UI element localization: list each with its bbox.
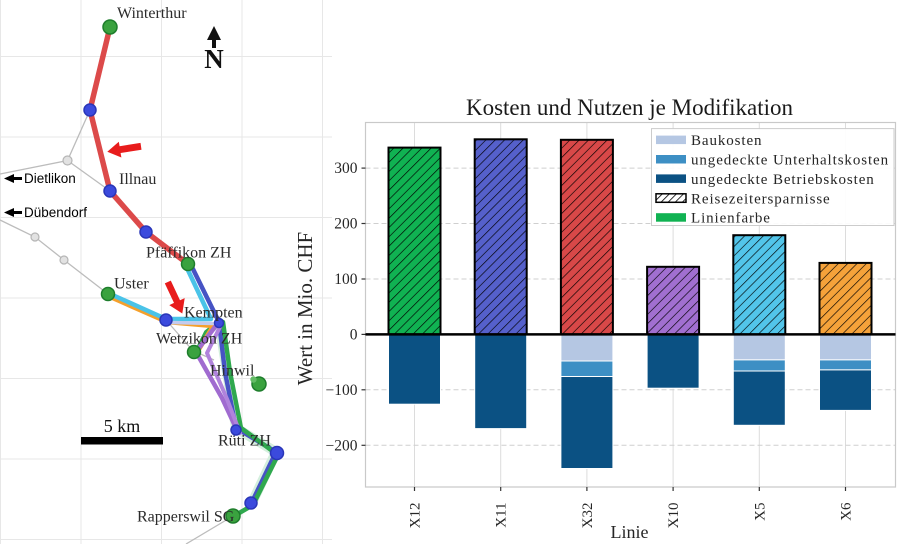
svg-text:Hinwil: Hinwil <box>210 363 255 380</box>
svg-text:X12: X12 <box>408 503 424 529</box>
svg-text:Uster: Uster <box>114 276 149 293</box>
svg-text:X5: X5 <box>752 503 768 521</box>
svg-text:Winterthur: Winterthur <box>117 5 187 22</box>
svg-text:5 km: 5 km <box>104 416 141 436</box>
svg-text:Dübendorf: Dübendorf <box>24 205 87 220</box>
svg-text:100: 100 <box>334 271 358 288</box>
svg-text:300: 300 <box>334 160 358 177</box>
svg-text:Illnau: Illnau <box>119 171 156 188</box>
svg-text:X10: X10 <box>666 503 682 529</box>
svg-text:Pfäffikon ZH: Pfäffikon ZH <box>146 245 232 262</box>
svg-text:Dietlikon: Dietlikon <box>24 171 76 186</box>
svg-text:−100: −100 <box>326 382 358 399</box>
svg-text:Rüti ZH: Rüti ZH <box>218 433 271 450</box>
svg-text:Linie: Linie <box>611 522 649 542</box>
svg-text:X6: X6 <box>839 502 855 521</box>
svg-text:ungedeckte Betriebskosten: ungedeckte Betriebskosten <box>691 172 875 188</box>
svg-text:Rapperswil SG: Rapperswil SG <box>137 509 235 526</box>
svg-text:Linienfarbe: Linienfarbe <box>691 211 771 227</box>
svg-text:Kempten: Kempten <box>184 305 243 322</box>
svg-text:Reisezeitersparnisse: Reisezeitersparnisse <box>691 191 831 207</box>
svg-text:X11: X11 <box>494 503 510 528</box>
svg-text:Kosten und Nutzen je Modifikat: Kosten und Nutzen je Modifikation <box>466 95 794 120</box>
svg-text:Baukosten: Baukosten <box>691 133 762 149</box>
svg-text:0: 0 <box>350 326 358 343</box>
svg-text:−200: −200 <box>326 437 358 454</box>
svg-text:N: N <box>204 44 224 74</box>
svg-text:X32: X32 <box>580 503 596 529</box>
svg-text:200: 200 <box>334 216 358 233</box>
svg-text:Wert in Mio. CHF: Wert in Mio. CHF <box>293 232 317 385</box>
svg-text:ungedeckte Unterhaltskosten: ungedeckte Unterhaltskosten <box>691 153 889 169</box>
svg-text:Wetzikon ZH: Wetzikon ZH <box>156 331 243 348</box>
